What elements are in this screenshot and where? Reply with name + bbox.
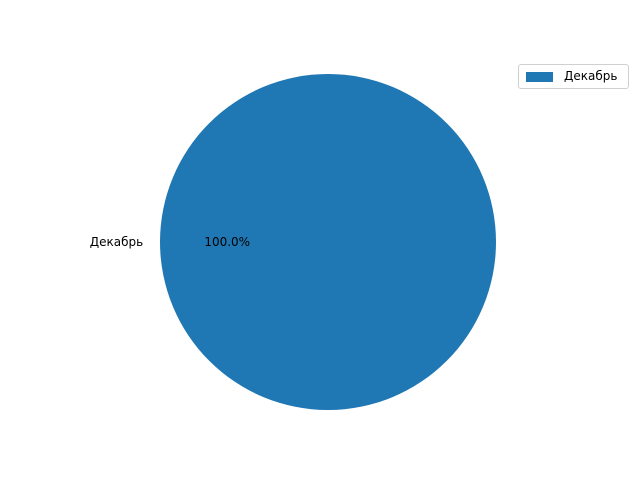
pie-labels: Декабрь 100.0% (90, 235, 250, 249)
slice-pct-label-0: 100.0% (204, 235, 250, 249)
legend-label-dekabr: Декабрь (564, 69, 618, 83)
legend: Декабрь (518, 64, 629, 89)
pie-slice-0 (160, 74, 496, 410)
legend-swatch-dekabr (526, 72, 553, 82)
slice-category-label-0: Декабрь (90, 235, 143, 249)
pie-slices (160, 74, 496, 410)
